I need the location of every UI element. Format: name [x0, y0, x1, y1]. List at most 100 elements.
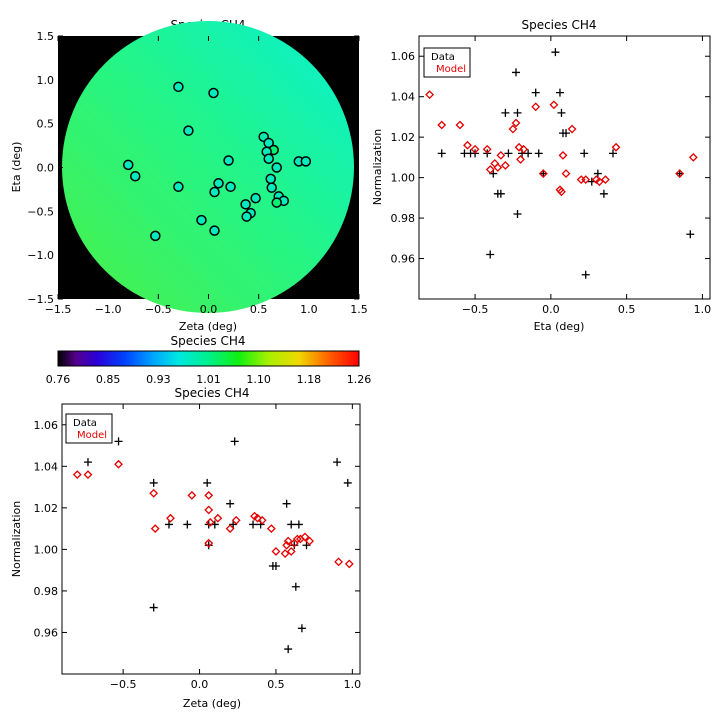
model-point [344, 559, 354, 569]
zeta-points [72, 437, 354, 654]
model-point [688, 152, 698, 162]
colorbar-gradient [57, 350, 360, 367]
map-point [240, 199, 251, 210]
y-tick-label: 1.00 [391, 172, 416, 185]
zeta-x-label: Zeta (deg) [183, 697, 241, 710]
data-point [580, 149, 589, 158]
zeta-y-label: Normalization [10, 501, 23, 577]
colorbar-labels: 0.76 0.85 0.93 1.01 1.10 1.18 1.26 [46, 373, 372, 386]
model-point [231, 515, 241, 525]
map-point [271, 162, 282, 173]
model-point [549, 100, 559, 110]
x-tick-label: 1.0 [300, 303, 318, 316]
data-point [230, 437, 239, 446]
model-point [558, 150, 568, 160]
map-points [122, 81, 312, 242]
y-tick-label: 0.0 [37, 162, 55, 175]
model-point [204, 490, 214, 500]
colorbar-tick-label: 1.26 [347, 373, 372, 386]
model-point [500, 161, 510, 170]
model-point [286, 547, 296, 556]
map-point [265, 173, 276, 185]
y-tick-label: 1.5 [37, 30, 55, 43]
data-point [513, 108, 522, 117]
y-tick-label: 0.96 [391, 253, 416, 266]
colorbar-panel: Species CH4 0.76 0.85 0.93 1.01 1.10 1.18 1.26 [46, 334, 372, 386]
map-point [300, 156, 312, 167]
data-point [203, 478, 212, 487]
data-point [534, 149, 543, 158]
x-tick-label: −0.5 [145, 303, 172, 316]
model-point [437, 120, 447, 130]
y-tick-label: −1.5 [27, 293, 54, 306]
model-point [166, 513, 175, 523]
colorbar-tick-label: 0.76 [46, 373, 71, 386]
data-point [226, 499, 235, 508]
y-tick-label: 1.04 [391, 91, 416, 104]
colorbar-tick-label: 1.10 [246, 373, 271, 386]
x-tick-label: −1.5 [45, 303, 72, 316]
model-point [611, 142, 621, 152]
map-point [209, 186, 220, 198]
y-tick-label: 0.96 [34, 626, 59, 639]
model-point [292, 534, 302, 544]
data-point [437, 149, 446, 158]
model-point [561, 169, 571, 178]
x-tick-label: 0.0 [542, 303, 560, 316]
map-point [150, 230, 161, 242]
model-point [485, 165, 495, 174]
y-tick-label: 1.06 [391, 50, 416, 63]
y-tick-label: −1.0 [27, 249, 54, 262]
field-map-panel: Species CH4 −1.5−1.0−0.50.00.51.01.5−1.5… [10, 18, 368, 333]
map-point [263, 153, 274, 164]
data-point [496, 189, 505, 198]
data-point [513, 210, 522, 219]
eta-legend-model: Model [436, 64, 466, 75]
map-point [208, 87, 219, 99]
model-point [150, 524, 160, 534]
zeta-legend-box [65, 413, 113, 444]
y-tick-label: 0.98 [391, 212, 416, 225]
eta-plot-frame [418, 35, 711, 300]
model-point [601, 175, 610, 185]
map-ticks: −1.5 −1.0 −0.5 0.0 0.5 1.0 1.5 −1.5 −1.0 −0.5 0.0 0… [27, 30, 367, 316]
model-point [496, 150, 506, 160]
data-point [282, 499, 291, 508]
model-point [205, 517, 215, 527]
data-point [183, 520, 192, 529]
data-point [291, 582, 300, 591]
zeta-ticks: −0.5 0.0 0.5 1.0 0.96 0.98 1.00 1.02 1.04 1.06 [34, 404, 361, 691]
map-point [130, 171, 141, 182]
model-point [283, 536, 293, 546]
model-point [514, 142, 524, 152]
zeta-plot-title: Species CH4 [174, 386, 249, 400]
zeta-plot-frame [61, 403, 361, 675]
x-tick-label: −0.5 [462, 303, 489, 316]
data-point [204, 541, 213, 550]
model-point [463, 140, 472, 150]
model-point [271, 547, 281, 556]
map-point [266, 182, 277, 193]
data-point [284, 645, 293, 654]
data-point [229, 520, 238, 529]
colorbar-tick-label: 0.93 [146, 373, 171, 386]
x-tick-label: 0.5 [250, 303, 268, 316]
y-tick-label: 1.0 [37, 74, 55, 87]
model-point [280, 549, 290, 558]
zeta-plot-panel: Species CH4 −0.5 0.0 0.5 1.0 0.96 0.98 1.00 1.0… [10, 386, 361, 710]
model-point [253, 513, 263, 523]
model-point [519, 144, 528, 154]
x-tick-label: 0.5 [618, 303, 636, 316]
data-point [164, 520, 173, 529]
colorbar-title: Species CH4 [170, 334, 245, 348]
zeta-legend-model: Model [77, 430, 107, 441]
eta-legend-box [423, 47, 471, 78]
y-tick-label: 1.06 [34, 419, 59, 432]
map-point [213, 178, 224, 189]
eta-plot-title: Species CH4 [521, 18, 596, 32]
model-point [266, 524, 276, 534]
model-point [305, 536, 314, 546]
map-point [173, 181, 184, 193]
model-point [455, 120, 465, 130]
